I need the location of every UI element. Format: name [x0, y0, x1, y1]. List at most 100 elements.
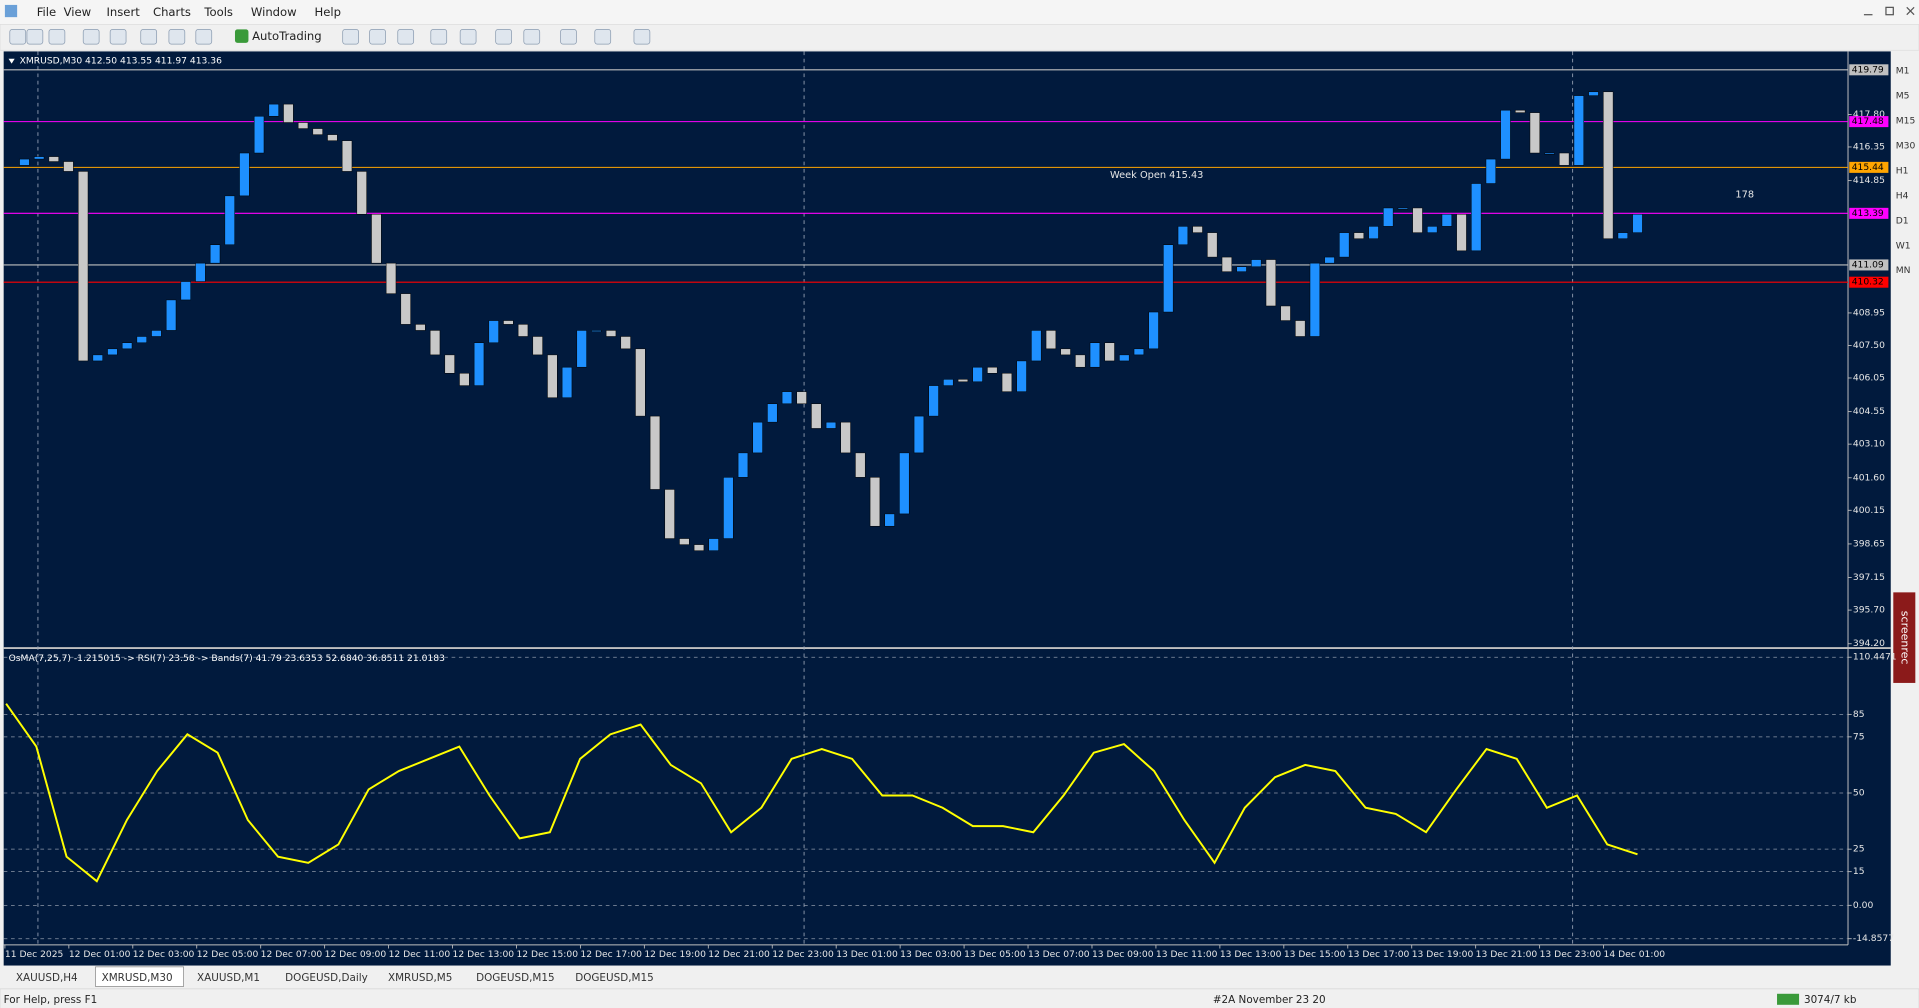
status-bar: [0, 988, 1919, 1008]
menu-bar: [0, 0, 1919, 25]
tab-label[interactable]: XMRUSD,M5: [388, 972, 452, 984]
candle-body: [943, 379, 954, 386]
brand-label: screenrec: [1898, 611, 1911, 665]
timeframe-button[interactable]: M1: [1896, 66, 1910, 77]
timeframe-button[interactable]: MN: [1896, 265, 1911, 276]
candle-body: [121, 342, 133, 350]
candle-body: [591, 330, 602, 332]
menu-item[interactable]: File: [37, 5, 56, 19]
menu-item[interactable]: View: [64, 5, 92, 19]
candle-body: [1001, 373, 1013, 392]
toolbar-button[interactable]: [168, 29, 186, 45]
tab-label[interactable]: DOGEUSD,M15: [476, 972, 555, 984]
candle-body: [444, 354, 455, 374]
tab-label[interactable]: DOGEUSD,Daily: [285, 972, 368, 984]
toolbar-button[interactable]: [140, 29, 158, 45]
x-tick-label: 13 Dec 15:00: [1284, 949, 1346, 960]
toolbar-icons: [9, 29, 651, 45]
menu-item[interactable]: Help: [315, 5, 341, 19]
candle-body: [429, 330, 441, 356]
toolbar-button[interactable]: [459, 29, 477, 45]
tab-label[interactable]: XAUUSD,H4: [16, 972, 78, 984]
candle-body: [488, 320, 499, 344]
toolbar-button[interactable]: [495, 29, 512, 45]
collapse-arrow: [8, 58, 15, 64]
toolbar-button[interactable]: [342, 29, 359, 45]
candle-body: [1427, 226, 1438, 233]
menu-item[interactable]: Tools: [203, 5, 233, 19]
candle-body: [679, 538, 690, 545]
tab[interactable]: [95, 966, 184, 987]
candle-body: [327, 134, 338, 141]
toolbar-button[interactable]: [82, 29, 100, 45]
candle-body: [840, 421, 851, 454]
candle-body: [1089, 342, 1101, 368]
app-icon: [4, 4, 18, 18]
timeframe-button[interactable]: H4: [1896, 190, 1909, 201]
toolbar-button[interactable]: [523, 29, 541, 45]
candle-body: [1148, 311, 1159, 350]
timeframe-button[interactable]: H1: [1896, 165, 1909, 176]
timeframe-button[interactable]: D1: [1896, 215, 1909, 226]
toolbar-button[interactable]: [48, 29, 66, 45]
toolbar-button[interactable]: [560, 29, 577, 45]
toolbar-button[interactable]: [109, 29, 127, 45]
candle-body: [1397, 207, 1409, 210]
y-tick-label: 400.15: [1853, 505, 1885, 516]
status-traffic: 3074/7 kb: [1804, 994, 1857, 1006]
candle-body: [576, 330, 587, 368]
candle-body: [869, 477, 881, 527]
candle-body: [1456, 214, 1467, 252]
y-tick-label: 75: [1853, 731, 1865, 742]
timeframe-button[interactable]: M5: [1896, 90, 1910, 101]
traffic-icon: [1777, 993, 1800, 1005]
toolbar-button[interactable]: [633, 29, 651, 45]
tab-label[interactable]: XMRUSD,M30: [102, 972, 173, 984]
tab[interactable]: [279, 966, 375, 987]
x-tick-label: 12 Dec 07:00: [261, 949, 323, 960]
toolbar-button[interactable]: [195, 29, 213, 45]
toolbar-button[interactable]: [9, 29, 27, 45]
candle-body: [1251, 259, 1262, 267]
toolbar-button[interactable]: [430, 29, 448, 45]
timeframe-button[interactable]: M30: [1896, 140, 1916, 151]
candle-body: [297, 122, 309, 129]
timeframe-button[interactable]: M15: [1896, 115, 1916, 126]
candle-body: [1339, 232, 1350, 258]
candle-body: [957, 379, 969, 383]
menu-item[interactable]: Window: [251, 5, 297, 19]
autotrading-label[interactable]: AutoTrading: [252, 29, 322, 43]
candle-body: [884, 513, 895, 527]
tab[interactable]: [469, 966, 563, 987]
toolbar-button[interactable]: [369, 29, 386, 45]
x-tick-label: 13 Dec 05:00: [964, 949, 1026, 960]
tab[interactable]: [190, 966, 272, 987]
candle-body: [1632, 214, 1643, 233]
menu-item[interactable]: Charts: [153, 5, 191, 19]
tab-label[interactable]: XAUUSD,M1: [197, 972, 260, 984]
x-tick-label: 13 Dec 21:00: [1476, 949, 1538, 960]
price-tag: [1849, 64, 1889, 76]
price-tag-label: 410.32: [1852, 277, 1884, 288]
price-tag: [1849, 276, 1889, 288]
candle-body: [811, 403, 822, 429]
candle-body: [1324, 256, 1335, 264]
menu-item[interactable]: Insert: [106, 5, 140, 19]
tab[interactable]: [569, 966, 663, 987]
indicator-header: OsMA(7,25,7) -1.215015 -> RSI(7) 23.58 -…: [9, 653, 446, 664]
candle-body: [1075, 354, 1086, 368]
toolbar-button[interactable]: [26, 29, 44, 45]
chart-area: [3, 51, 1891, 966]
y-tick-label: 15: [1853, 866, 1865, 877]
toolbar-button[interactable]: [397, 29, 415, 45]
candle-body: [48, 156, 59, 162]
timeframe-button[interactable]: W1: [1896, 240, 1911, 251]
tab-label[interactable]: DOGEUSD,M15: [575, 972, 654, 984]
x-tick-label: 14 Dec 01:00: [1604, 949, 1666, 960]
autotrading-icon[interactable]: [234, 29, 249, 43]
tab[interactable]: [381, 966, 463, 987]
candle-body: [1368, 226, 1379, 239]
tab[interactable]: [9, 966, 89, 987]
toolbar-button[interactable]: [594, 29, 612, 45]
candle-body: [107, 348, 118, 356]
